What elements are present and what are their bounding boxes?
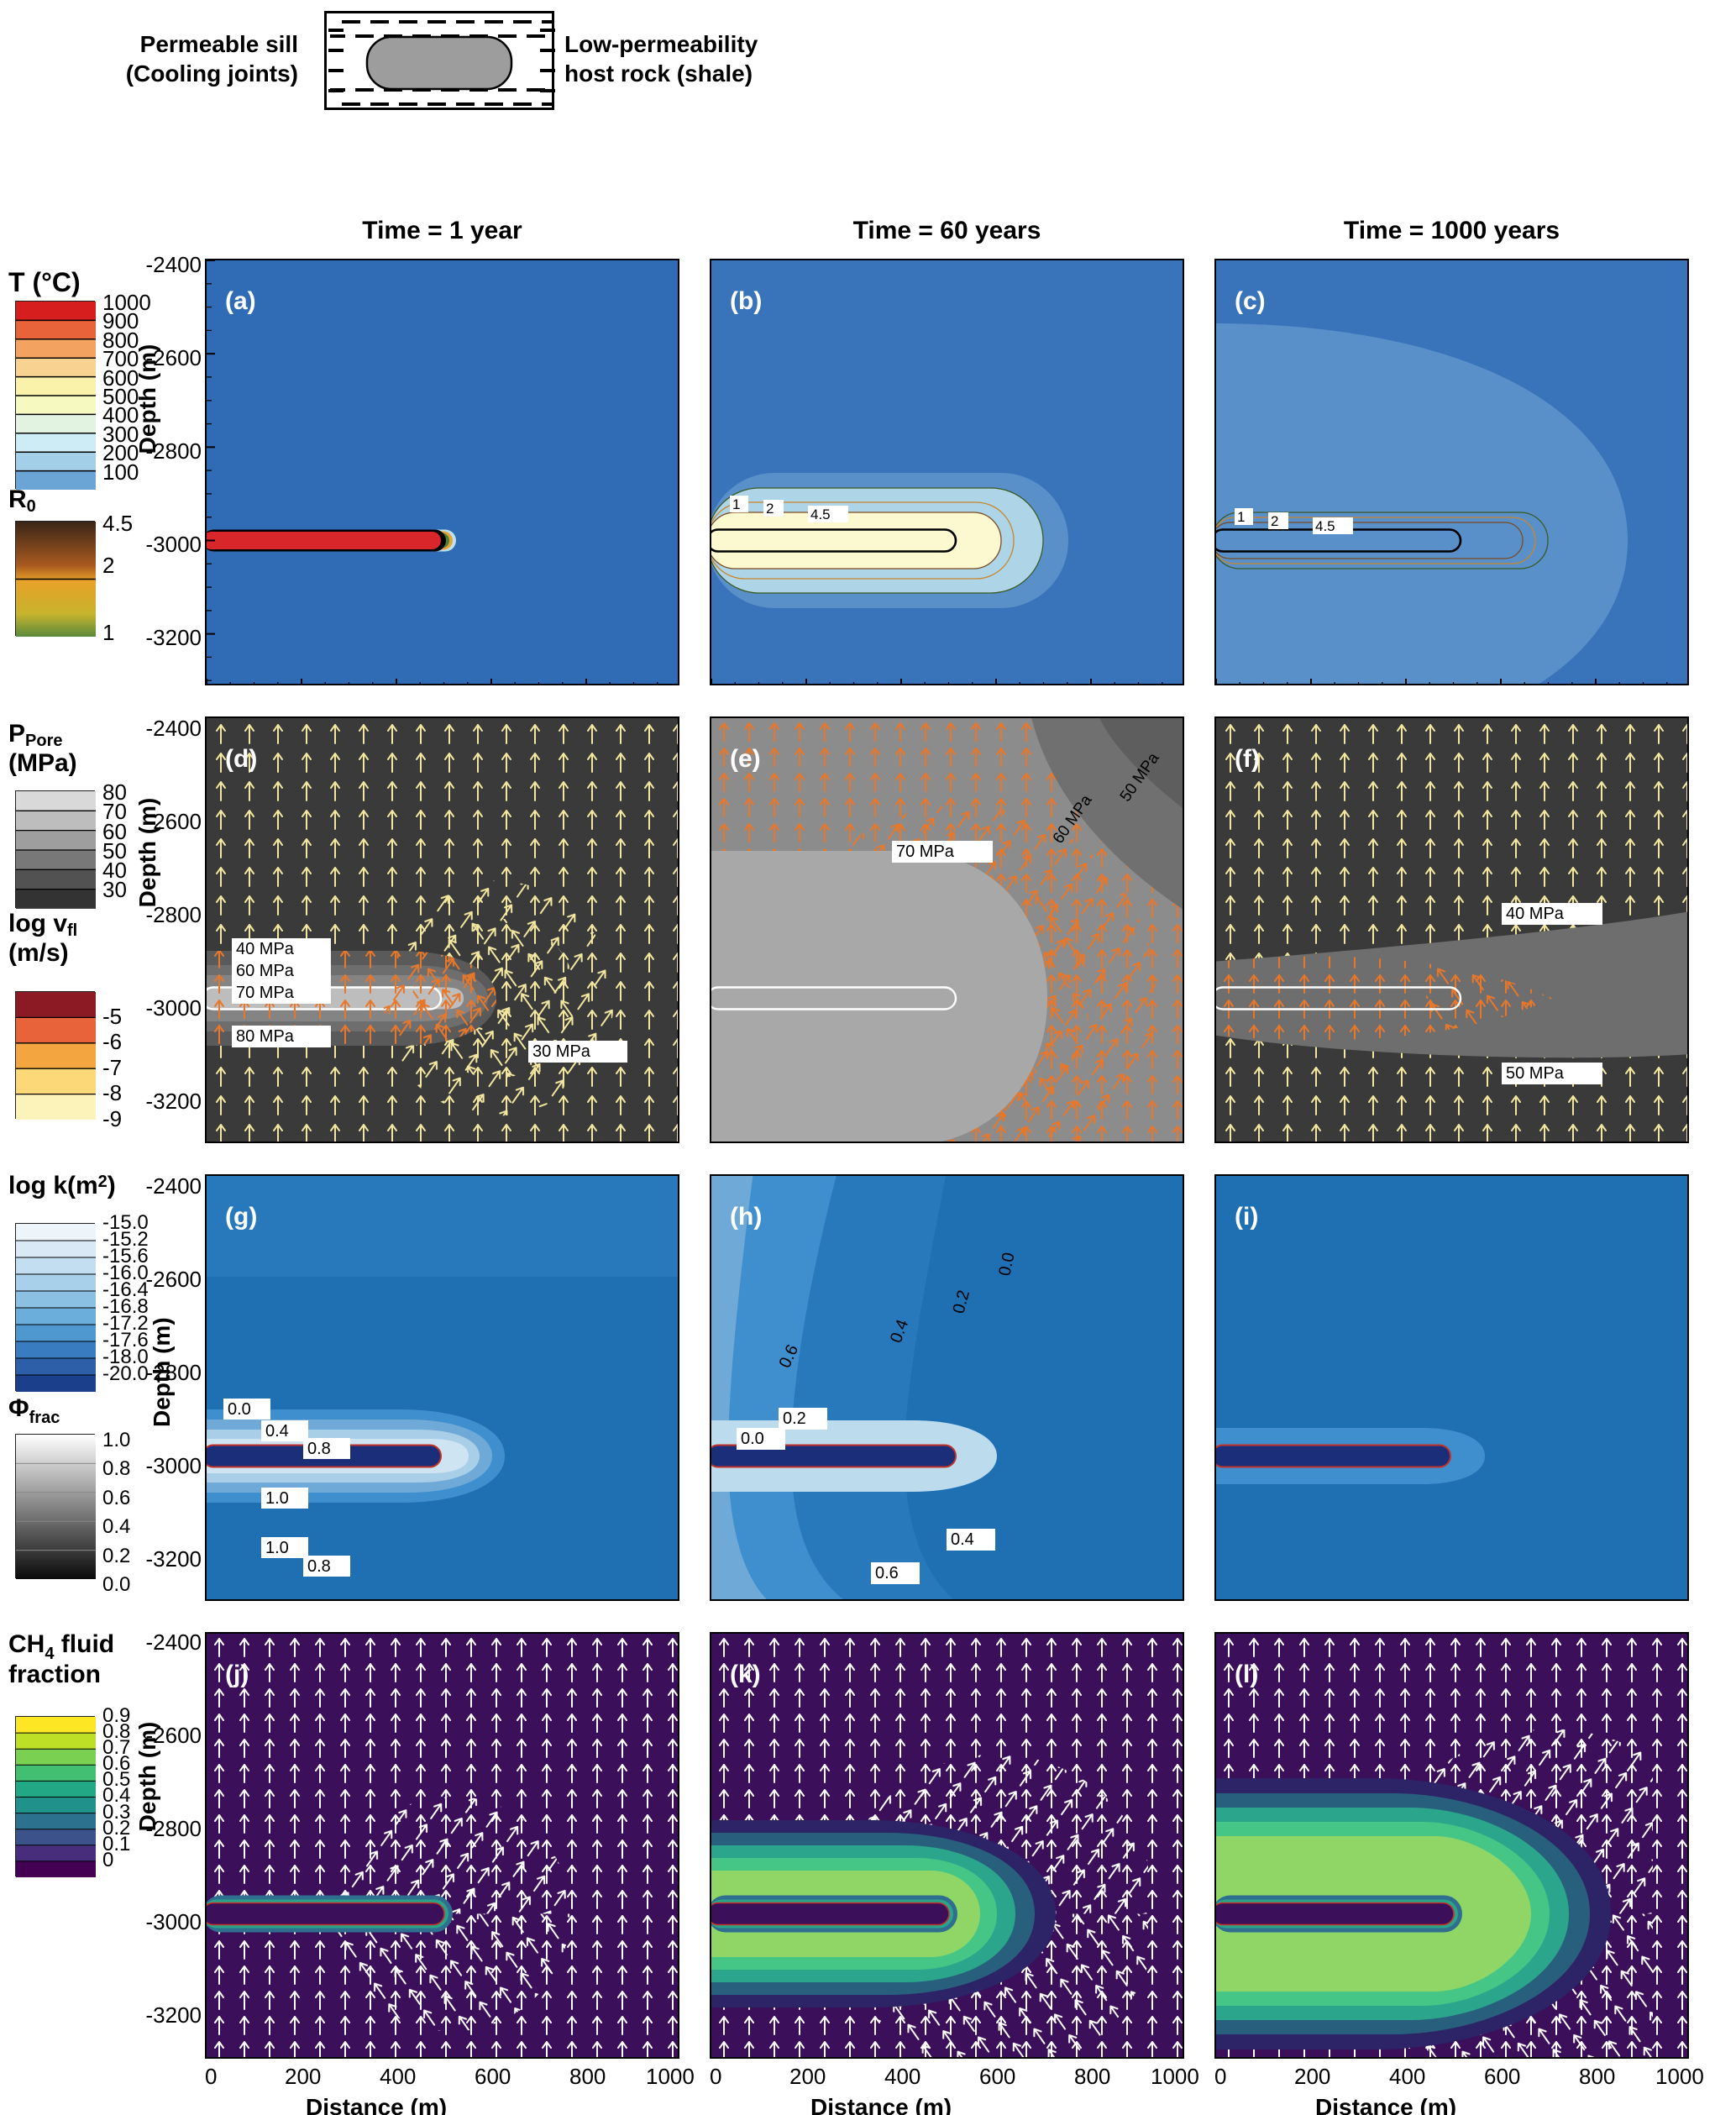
svg-text:2: 2 [1271,513,1278,529]
svg-text:0.8: 0.8 [307,1557,331,1576]
svg-text:0.2: 0.2 [783,1409,806,1428]
svg-text:50 MPa: 50 MPa [1506,1064,1565,1083]
svg-text:(c): (c) [1235,287,1266,315]
svg-text:(a): (a) [225,287,256,315]
svg-text:(b): (b) [730,287,762,315]
svg-text:40 MPa: 40 MPa [1506,905,1565,923]
svg-text:30 MPa: 30 MPa [532,1042,591,1061]
svg-text:60 MPa: 60 MPa [236,962,295,980]
svg-text:2: 2 [766,501,774,517]
svg-text:0.0: 0.0 [741,1430,764,1448]
svg-text:0.4: 0.4 [265,1422,289,1441]
svg-text:(e): (e) [730,745,761,773]
svg-text:(j): (j) [225,1661,249,1688]
svg-text:1: 1 [732,496,740,512]
svg-text:(g): (g) [225,1203,257,1231]
svg-text:0.0: 0.0 [228,1400,251,1419]
svg-text:(d): (d) [225,745,257,773]
svg-text:0.4: 0.4 [951,1530,974,1549]
svg-text:4.5: 4.5 [810,506,831,522]
svg-text:1: 1 [1237,509,1245,525]
svg-text:1.0: 1.0 [265,1489,289,1508]
svg-text:(k): (k) [730,1661,761,1688]
svg-text:1.0: 1.0 [265,1539,289,1557]
svg-text:40 MPa: 40 MPa [236,940,295,958]
svg-text:(l): (l) [1235,1661,1258,1688]
svg-text:70 MPa: 70 MPa [236,984,295,1002]
svg-text:80 MPa: 80 MPa [236,1027,295,1046]
svg-text:0.6: 0.6 [875,1564,899,1582]
svg-text:70 MPa: 70 MPa [896,842,955,861]
svg-text:0.8: 0.8 [307,1440,331,1458]
svg-text:(i): (i) [1235,1203,1258,1231]
svg-text:4.5: 4.5 [1315,518,1335,534]
svg-text:(h): (h) [730,1203,762,1231]
svg-text:(f): (f) [1235,745,1260,773]
